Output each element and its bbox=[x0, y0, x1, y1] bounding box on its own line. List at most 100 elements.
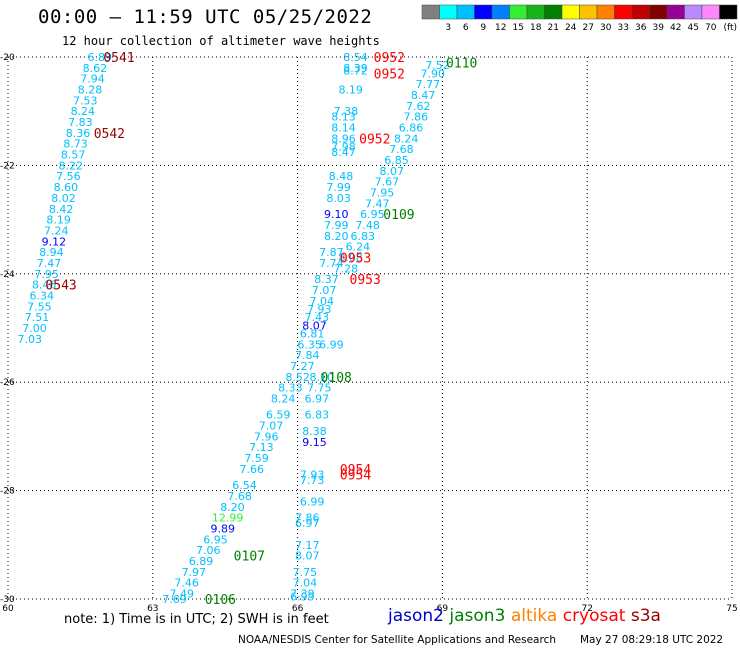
scale-label: 42 bbox=[670, 23, 681, 33]
scale-label: 18 bbox=[530, 23, 542, 33]
wave-height-label: 9.12 bbox=[42, 235, 67, 248]
wave-height-label: 7.66 bbox=[239, 463, 264, 476]
wave-height-label: 6.85 bbox=[384, 154, 409, 167]
scale-label: 21 bbox=[548, 23, 559, 33]
pass-time-label: 0953 bbox=[340, 252, 371, 267]
pass-time-label: 0952 bbox=[374, 67, 405, 82]
x-tick-label: 60 bbox=[2, 604, 14, 614]
wave-height-label: 6.99 bbox=[290, 590, 315, 603]
legend-s3a: s3a bbox=[630, 606, 661, 626]
scale-swatch bbox=[719, 4, 738, 20]
wave-height-label: 6.83 bbox=[305, 409, 330, 422]
pass-time-label: 0106 bbox=[205, 593, 236, 608]
wave-height-label: 8.08 bbox=[338, 252, 363, 265]
pass-time-label: 0952 bbox=[359, 132, 390, 147]
scale-swatch bbox=[544, 4, 563, 20]
scale-swatch bbox=[509, 4, 528, 20]
legend-jason3: jason3 bbox=[449, 606, 506, 626]
chart-subtitle: 12 hour collection of altimeter wave hei… bbox=[62, 34, 380, 48]
wave-height-label: 6.99 bbox=[319, 338, 344, 351]
color-scale: 3 6 9 12 15 18 21 24 27 30 33 36 39 42 45 70 (ft) bbox=[421, 4, 738, 33]
y-tick-label: -30 bbox=[0, 595, 15, 605]
wave-height-label: 8.14 bbox=[331, 121, 356, 134]
pass-time-label: 0108 bbox=[321, 371, 352, 386]
wave-height-label: 7.67 bbox=[375, 176, 400, 189]
wave-height-label: 8.37 bbox=[314, 273, 339, 286]
wave-height-label: 7.99 bbox=[326, 181, 351, 194]
y-tick-label: -22 bbox=[0, 161, 15, 171]
wave-height-label: 9.89 bbox=[211, 523, 236, 536]
wave-height-label: 7.03 bbox=[17, 333, 42, 346]
wave-height-label: 7.27 bbox=[290, 360, 315, 373]
wave-height-label: 8.07 bbox=[379, 165, 404, 178]
wave-height-label: 8.39 bbox=[343, 62, 368, 75]
wave-height-label: 7.49 bbox=[170, 588, 195, 601]
wave-height-label: 8.20 bbox=[220, 501, 245, 514]
pass-time-label: 0954 bbox=[340, 463, 371, 478]
satellite-legend: jason2 jason3 altika cryosat s3a bbox=[388, 606, 661, 626]
wave-height-label: 7.86 bbox=[404, 111, 429, 124]
scale-swatch bbox=[456, 4, 475, 20]
footer-timestamp: May 27 08:29:18 UTC 2022 bbox=[580, 634, 724, 646]
scale-swatch bbox=[596, 4, 615, 20]
scale-label: 27 bbox=[583, 23, 594, 33]
wave-height-label: 8.47 bbox=[411, 89, 436, 102]
scale-label: 6 bbox=[463, 23, 469, 33]
x-tick-label: 66 bbox=[292, 604, 304, 614]
x-tick-label: 75 bbox=[726, 604, 737, 614]
wave-height-label: 8.62 bbox=[83, 62, 108, 75]
wave-height-label: 7.04 bbox=[309, 295, 334, 308]
scale-swatch bbox=[614, 4, 633, 20]
wave-height-label: 8.13 bbox=[331, 111, 356, 124]
wave-height-label: 9.15 bbox=[302, 436, 327, 449]
wave-height-label: 8.52 bbox=[285, 371, 310, 384]
scale-swatch bbox=[684, 4, 703, 20]
wave-height-label: 7.95 bbox=[34, 268, 59, 281]
wave-height-label: 7.75 bbox=[307, 382, 332, 395]
wave-height-label: 7.69 bbox=[162, 593, 187, 606]
pass-time-label: 0107 bbox=[234, 550, 265, 565]
wave-height-label: 7.73 bbox=[300, 474, 325, 487]
wave-height-label: 8.73 bbox=[63, 138, 88, 151]
wave-height-label: 8.07 bbox=[302, 319, 327, 332]
scale-label: 9 bbox=[480, 23, 486, 33]
wave-height-label: 7.07 bbox=[312, 284, 337, 297]
wave-height-label: 8.47 bbox=[331, 146, 356, 159]
legend-altika: altika bbox=[510, 606, 558, 626]
wave-height-label: 12.99 bbox=[212, 512, 244, 525]
y-tick-label: -26 bbox=[0, 378, 15, 388]
wave-height-label: 6.97 bbox=[305, 392, 330, 405]
footer-note: note: 1) Time is in UTC; 2) SWH is in fe… bbox=[64, 612, 329, 627]
scale-label: 39 bbox=[653, 23, 665, 33]
wave-height-label: 8.24 bbox=[271, 392, 296, 405]
scale-swatch bbox=[474, 4, 493, 20]
scale-swatch bbox=[526, 4, 545, 20]
wave-height-label: 7.47 bbox=[365, 197, 390, 210]
wave-height-label: 8.19 bbox=[338, 84, 363, 97]
wave-height-label: 7.13 bbox=[249, 441, 274, 454]
scale-label: 45 bbox=[688, 23, 699, 33]
wave-height-label: 8.60 bbox=[54, 181, 79, 194]
wave-height-label: 8.24 bbox=[71, 105, 96, 118]
scale-swatch bbox=[579, 4, 598, 20]
wave-height-label: 7.68 bbox=[389, 143, 414, 156]
wave-height-label: 8.33 bbox=[278, 382, 303, 395]
x-tick-label: 72 bbox=[581, 604, 592, 614]
wave-height-label: 7.51 bbox=[25, 311, 50, 324]
wave-height-label: 6.34 bbox=[30, 289, 55, 302]
wave-height-label: 7.75 bbox=[293, 566, 318, 579]
wave-height-label: 6.24 bbox=[346, 241, 371, 254]
pass-time-label: 0543 bbox=[45, 279, 76, 294]
wave-height-label: 7.68 bbox=[227, 490, 252, 503]
wave-height-label: 8.28 bbox=[78, 84, 103, 97]
wave-height-label: 7.87 bbox=[319, 246, 344, 259]
grid-lines bbox=[7, 56, 733, 600]
wave-height-label: 8.36 bbox=[66, 127, 91, 140]
y-tick-label: -20 bbox=[0, 53, 15, 63]
wave-height-label: 7.90 bbox=[420, 67, 445, 80]
wave-height-label: 7.24 bbox=[44, 224, 69, 237]
wave-height-label: 7.84 bbox=[295, 349, 320, 362]
wave-height-label: 6.81 bbox=[300, 327, 325, 340]
wave-height-label: 7.28 bbox=[334, 262, 359, 275]
